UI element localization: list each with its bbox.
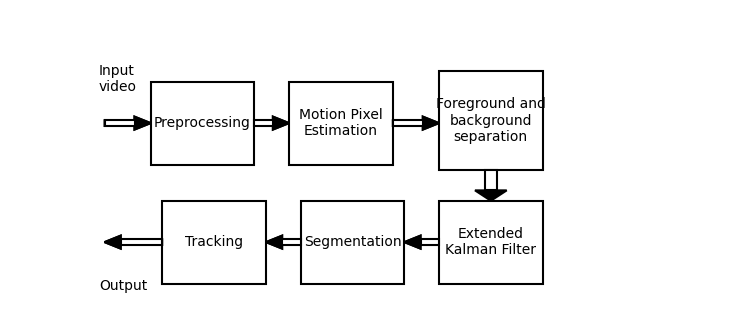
Bar bbox=[289, 82, 393, 165]
Text: Foreground and
background
separation: Foreground and background separation bbox=[436, 97, 546, 144]
Polygon shape bbox=[121, 239, 162, 245]
Text: Motion Pixel
Estimation: Motion Pixel Estimation bbox=[299, 108, 383, 138]
Bar bbox=[439, 201, 543, 284]
Text: Output: Output bbox=[99, 279, 147, 293]
Bar bbox=[162, 201, 266, 284]
Polygon shape bbox=[485, 170, 497, 191]
Polygon shape bbox=[254, 117, 289, 130]
Bar bbox=[439, 71, 543, 170]
Text: Extended
Kalman Filter: Extended Kalman Filter bbox=[446, 227, 536, 257]
Polygon shape bbox=[104, 117, 150, 130]
Text: Tracking: Tracking bbox=[185, 235, 243, 249]
Polygon shape bbox=[282, 239, 301, 245]
Polygon shape bbox=[266, 236, 301, 249]
Polygon shape bbox=[393, 120, 423, 126]
Text: Segmentation: Segmentation bbox=[304, 235, 401, 249]
Polygon shape bbox=[420, 239, 439, 245]
Polygon shape bbox=[254, 120, 273, 126]
Polygon shape bbox=[135, 117, 150, 130]
Polygon shape bbox=[423, 117, 439, 130]
Polygon shape bbox=[393, 117, 439, 130]
Polygon shape bbox=[405, 236, 439, 249]
Text: Preprocessing: Preprocessing bbox=[154, 116, 251, 130]
Bar bbox=[150, 82, 254, 165]
Polygon shape bbox=[273, 117, 289, 130]
Polygon shape bbox=[266, 236, 282, 249]
Bar bbox=[301, 201, 405, 284]
Text: Input
video: Input video bbox=[99, 64, 137, 94]
Polygon shape bbox=[405, 236, 420, 249]
Polygon shape bbox=[104, 236, 121, 249]
Polygon shape bbox=[475, 191, 507, 201]
Polygon shape bbox=[104, 120, 135, 126]
Polygon shape bbox=[104, 236, 162, 249]
